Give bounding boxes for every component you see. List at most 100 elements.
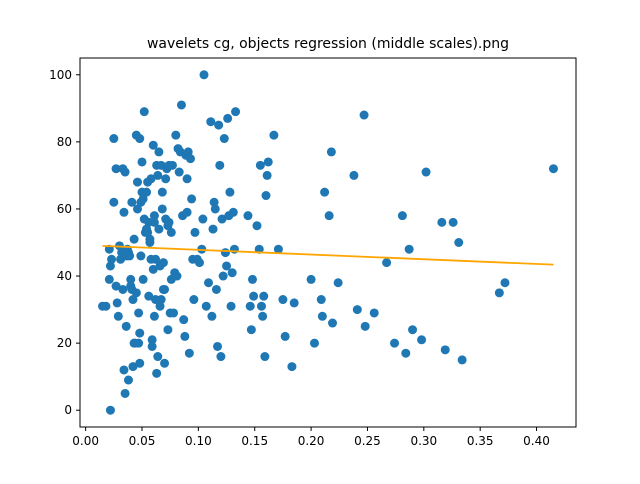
data-point: [209, 197, 219, 207]
x-tick-label: 0.20: [298, 434, 325, 448]
data-point: [135, 328, 145, 338]
data-point: [206, 117, 216, 127]
data-point: [199, 70, 209, 80]
data-point: [121, 321, 131, 331]
data-point: [129, 234, 139, 244]
data-point: [174, 167, 184, 177]
data-point: [226, 301, 236, 311]
data-point: [220, 248, 230, 258]
data-point: [217, 214, 227, 224]
data-point: [408, 325, 418, 335]
data-point: [105, 405, 115, 415]
data-point: [132, 204, 142, 214]
data-point: [213, 341, 223, 351]
data-point: [222, 261, 232, 271]
data-point: [219, 134, 229, 144]
data-point: [149, 217, 159, 227]
data-point: [454, 238, 464, 247]
data-point: [207, 311, 217, 321]
data-point: [134, 338, 144, 348]
data-point: [125, 251, 135, 261]
data-point: [352, 305, 362, 315]
data-point: [182, 207, 192, 217]
data-point: [246, 325, 256, 335]
data-point: [211, 284, 221, 294]
data-point: [118, 284, 128, 294]
data-point: [157, 204, 167, 214]
x-tick-label: 0.15: [241, 434, 268, 448]
data-point: [194, 258, 204, 268]
data-point: [214, 120, 224, 130]
data-point: [243, 211, 253, 221]
data-point: [153, 352, 163, 362]
data-point: [148, 264, 158, 274]
data-point: [119, 365, 129, 375]
x-tick-label: 0.10: [185, 434, 212, 448]
data-point: [137, 157, 147, 167]
data-point: [210, 204, 220, 214]
data-point: [390, 338, 400, 348]
data-point: [105, 261, 115, 271]
data-point: [401, 348, 411, 358]
data-point: [111, 281, 121, 291]
data-point: [289, 298, 299, 308]
data-point: [440, 345, 450, 355]
data-point: [127, 197, 137, 207]
data-point: [156, 295, 166, 305]
data-point: [151, 254, 161, 264]
data-point: [135, 134, 145, 144]
data-point: [263, 157, 273, 167]
data-point: [149, 211, 159, 221]
data-point: [145, 238, 155, 247]
y-tick-label: 60: [57, 202, 72, 216]
data-point: [397, 211, 407, 221]
data-point: [437, 217, 447, 227]
data-point: [132, 177, 142, 187]
data-point: [155, 301, 165, 311]
data-point: [136, 251, 146, 261]
data-point: [135, 358, 145, 368]
y-tick-label: 80: [57, 135, 72, 149]
data-point: [160, 284, 170, 294]
y-tick-label: 40: [57, 269, 72, 283]
data-point: [161, 174, 171, 184]
data-point: [111, 164, 121, 174]
data-point: [157, 187, 167, 197]
data-point: [189, 295, 199, 305]
data-point: [138, 274, 148, 284]
data-point: [163, 325, 173, 335]
x-tick-label: 0.40: [523, 434, 550, 448]
data-point: [185, 154, 195, 164]
data-point: [172, 271, 182, 281]
data-point: [167, 160, 177, 170]
data-point: [201, 301, 211, 311]
data-point: [306, 274, 316, 284]
x-tick-label: 0.25: [354, 434, 381, 448]
data-point: [149, 311, 159, 321]
data-point: [273, 244, 283, 254]
data-point: [333, 278, 343, 288]
data-point: [126, 274, 136, 284]
data-point: [260, 352, 270, 362]
data-point: [309, 338, 319, 348]
data-point: [139, 107, 149, 117]
data-point: [134, 308, 144, 318]
y-tick-label: 0: [64, 403, 72, 417]
regression-line: [102, 244, 554, 266]
data-point: [169, 308, 179, 318]
data-point: [112, 298, 122, 308]
data-point: [231, 107, 241, 117]
data-point: [457, 355, 467, 365]
data-point: [215, 160, 225, 170]
data-point: [320, 187, 330, 197]
data-point: [256, 301, 266, 311]
data-point: [198, 214, 208, 224]
data-point: [225, 187, 235, 197]
data-point: [269, 130, 279, 140]
data-point: [218, 271, 228, 281]
data-point: [144, 291, 154, 301]
data-point: [171, 130, 181, 140]
data-point: [120, 167, 130, 177]
